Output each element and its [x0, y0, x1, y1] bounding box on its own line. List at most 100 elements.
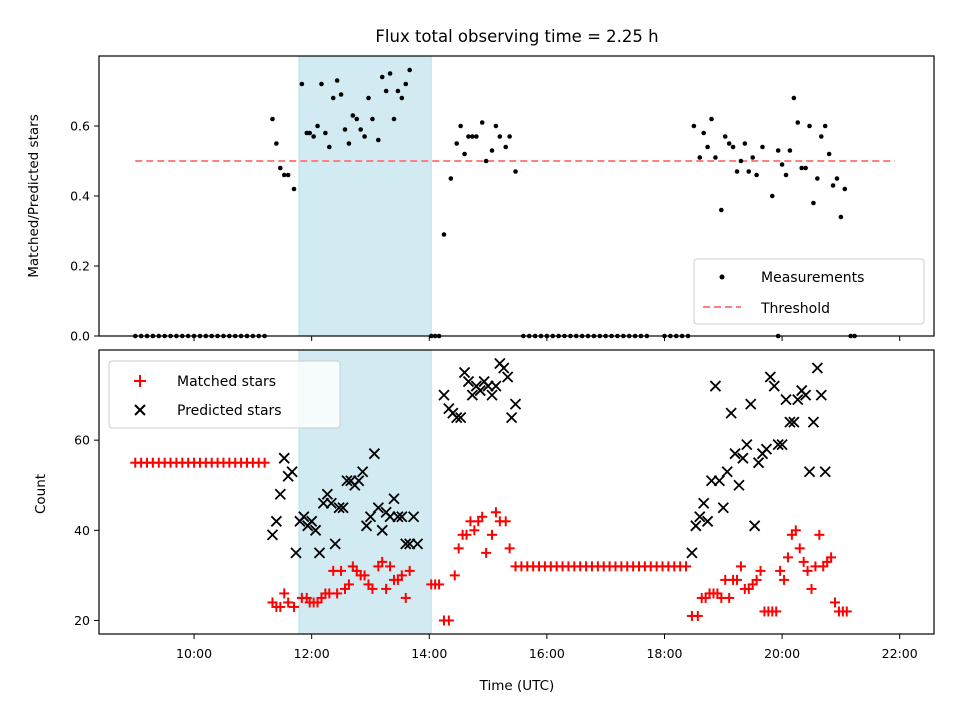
y-tick-label: 60	[74, 433, 90, 448]
y-tick-label: 0.4	[70, 189, 90, 204]
measurement-point	[742, 141, 748, 146]
matched-star-point	[802, 565, 813, 576]
measurement-point	[726, 141, 732, 146]
predicted-star-point	[306, 515, 318, 527]
matched-star-point	[500, 516, 511, 527]
measurement-point	[474, 134, 479, 139]
predicted-star-point	[784, 416, 796, 428]
measurement-point	[697, 155, 703, 160]
chart-title: Flux total observing time = 2.25 h	[375, 27, 658, 46]
measurement-point	[783, 172, 789, 178]
measurement-point	[489, 148, 495, 153]
top-y-axis-label: Matched/Predicted stars	[26, 114, 42, 277]
matched-star-point	[449, 570, 460, 581]
measurement-point	[483, 158, 489, 164]
measurement-point	[818, 134, 824, 139]
y-tick-label: 0.6	[70, 119, 90, 134]
predicted-star-point	[274, 488, 286, 500]
y-tick-label: 0.2	[70, 259, 90, 274]
matched-star-point	[400, 592, 411, 603]
legend-predicted-label: Predicted stars	[177, 403, 282, 419]
measurement-point	[719, 207, 724, 213]
y-tick-label: 40	[74, 523, 90, 538]
measurement-point	[370, 116, 375, 122]
measurement-point	[307, 130, 313, 136]
predicted-star-point	[376, 524, 388, 536]
predicted-star-point	[466, 389, 479, 401]
matched-star-point	[336, 565, 347, 576]
y-tick-label: 0.0	[70, 329, 90, 344]
bottom-legend: Matched stars Predicted stars	[108, 360, 341, 429]
measurement-point	[787, 148, 793, 153]
predicted-star-point	[780, 393, 792, 406]
predicted-star-point	[278, 452, 290, 464]
predicted-star-point	[764, 371, 776, 383]
matched-star-point	[826, 552, 837, 563]
predicted-star-point	[811, 362, 824, 374]
measurement-point	[507, 134, 512, 139]
measurement-point	[448, 176, 454, 181]
measurement-point	[795, 120, 801, 125]
measurement-point	[299, 81, 305, 87]
matched-star-point	[751, 574, 762, 585]
measurement-point	[807, 123, 812, 129]
measurement-point	[383, 88, 389, 94]
measurement-point	[270, 116, 275, 122]
measurement-point	[334, 78, 340, 83]
predicted-star-point	[298, 511, 310, 523]
measurement-point	[311, 134, 316, 139]
predicted-star-point	[400, 538, 412, 550]
measurement-point	[376, 137, 381, 143]
matched-star-point	[790, 525, 801, 536]
measurement-point	[713, 155, 718, 160]
measurement-point	[791, 95, 797, 101]
matched-star-point	[798, 556, 809, 567]
matched-star-point	[477, 511, 488, 522]
measurement-point	[358, 127, 363, 132]
measurement-point	[722, 134, 728, 139]
predicted-star-point	[788, 416, 800, 428]
x-tick-label: 22:00	[882, 646, 918, 661]
bottom-x-axis: 10:00 12:00 14:00 16:00 18:00 20:00 22:00	[176, 634, 918, 661]
measurement-point	[454, 141, 460, 146]
predicted-star-point	[337, 502, 349, 514]
predicted-star-point	[772, 439, 784, 451]
matched-star-point	[343, 579, 354, 590]
matched-star-point	[504, 543, 515, 554]
top-legend-box	[693, 258, 925, 325]
x-tick-label: 20:00	[764, 646, 800, 661]
measurement-point	[285, 172, 291, 178]
matched-star-point	[681, 561, 692, 572]
measurement-point	[701, 130, 706, 136]
predicted-star-point	[388, 493, 400, 505]
predicted-star-point	[364, 511, 377, 523]
measurement-point	[350, 113, 356, 118]
predicted-star-point	[799, 389, 812, 401]
measurement-point	[746, 169, 752, 174]
measurement-point	[319, 81, 324, 87]
matched-star-point	[469, 525, 480, 536]
measurement-point	[330, 95, 336, 101]
measurement-point	[479, 120, 485, 125]
matched-star-point	[367, 583, 378, 594]
measurement-point	[493, 123, 499, 129]
predicted-star-point	[498, 362, 510, 374]
predicted-star-point	[313, 547, 326, 559]
matched-star-point	[490, 507, 501, 518]
measurement-point	[834, 176, 840, 181]
measurement-point	[838, 214, 844, 220]
predicted-star-point	[392, 511, 404, 523]
measurement-point	[391, 116, 397, 122]
measurement-point	[323, 130, 328, 136]
predicted-star-point	[356, 466, 369, 478]
predicted-star-point	[458, 366, 471, 379]
measurement-point	[327, 144, 332, 150]
predicted-star-point	[325, 497, 337, 509]
predicted-star-point	[290, 547, 302, 559]
predicted-star-point	[286, 466, 298, 478]
measurement-point	[705, 144, 710, 150]
predicted-star-point	[713, 475, 726, 487]
measurement-point	[403, 81, 409, 87]
matched-star-point	[359, 570, 370, 581]
predicted-star-point	[815, 389, 827, 401]
